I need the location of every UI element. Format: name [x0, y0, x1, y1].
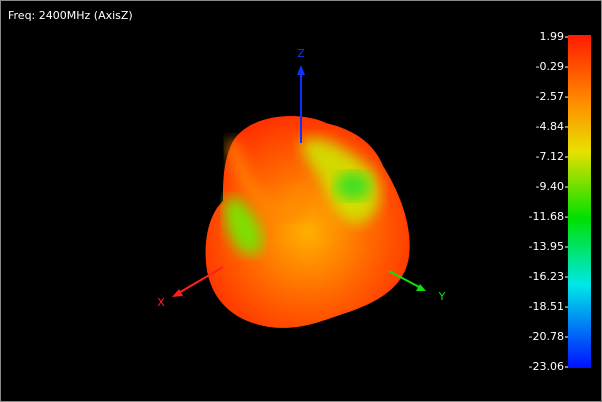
- colorbar-ticks: 1.99 -0.29 -2.57 -4.84 -7.12 -9.40 -11.68 -13.9…: [529, 30, 568, 373]
- colorbar-tick-label: -4.84: [536, 120, 564, 133]
- colorbar-tick-label: -20.78: [529, 330, 564, 343]
- colorbar-tick-label: 1.99: [540, 30, 565, 43]
- axis-label: X: [157, 296, 165, 309]
- colorbar-tick-label: -7.12: [536, 150, 564, 163]
- colorbar-tick-label: -23.06: [529, 360, 564, 373]
- axis-y: Y: [388, 270, 446, 303]
- axis-z: Z: [297, 47, 305, 143]
- colorbar-tick-label: -16.23: [529, 270, 564, 283]
- colorbar-tick-label: -9.40: [536, 180, 564, 193]
- axis-label: Z: [297, 47, 305, 60]
- radiation-pattern: [205, 116, 410, 328]
- title: Freq: 2400MHz (AxisZ): [8, 9, 133, 22]
- axis-x: X: [157, 266, 224, 309]
- colorbar-tick-label: -11.68: [529, 210, 564, 223]
- colorbar-tick-label: -0.29: [536, 60, 564, 73]
- colorbar-tick-label: -2.57: [536, 90, 564, 103]
- axis-label: Y: [438, 290, 446, 303]
- colorbar-tick-label: -18.51: [529, 300, 564, 313]
- colorbar-tick-label: -13.95: [529, 240, 564, 253]
- colorbar: [568, 35, 591, 368]
